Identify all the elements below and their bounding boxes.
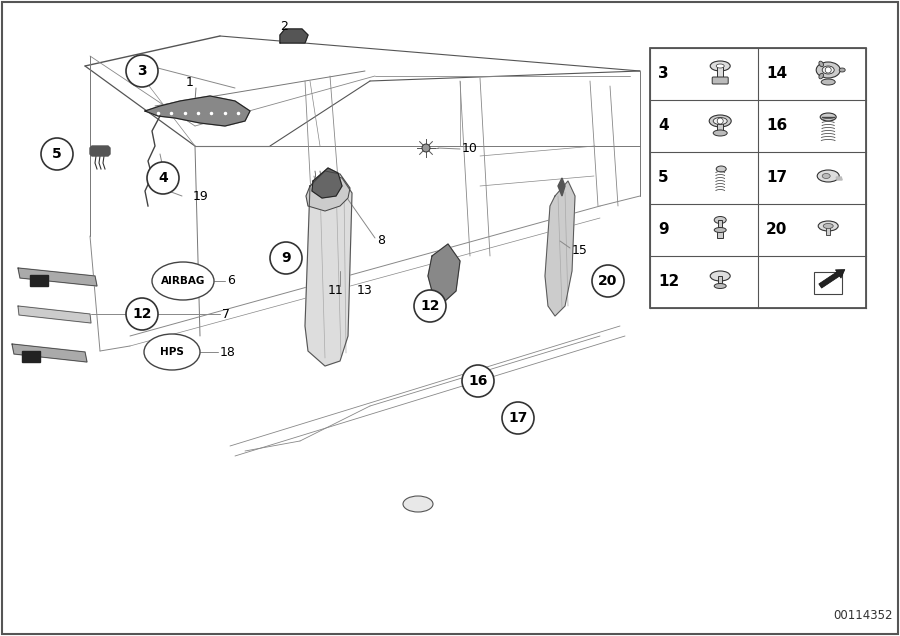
Ellipse shape [824,223,833,228]
Text: 11: 11 [328,284,344,296]
Ellipse shape [820,113,836,121]
Circle shape [41,138,73,170]
Bar [718,276,722,285]
Text: 17: 17 [766,170,788,186]
Text: 12: 12 [658,275,680,289]
Ellipse shape [715,284,726,289]
Polygon shape [305,174,352,366]
Circle shape [414,290,446,322]
Bar [826,226,830,235]
Text: 3: 3 [658,67,669,81]
Ellipse shape [823,66,834,74]
Ellipse shape [819,73,824,79]
Circle shape [462,365,494,397]
Circle shape [126,55,158,87]
Text: 5: 5 [658,170,669,186]
FancyArrow shape [819,270,845,288]
Polygon shape [90,146,110,156]
Text: 3: 3 [137,64,147,78]
Text: 16: 16 [468,374,488,388]
Ellipse shape [710,61,730,71]
Ellipse shape [713,130,727,136]
Polygon shape [428,244,460,301]
Text: 12: 12 [420,299,440,313]
Circle shape [422,144,430,152]
Bar [717,230,724,238]
Text: 5: 5 [52,147,62,161]
Ellipse shape [713,118,727,125]
Text: 4: 4 [158,171,168,185]
Polygon shape [145,96,250,126]
Bar [717,121,724,132]
Text: 6: 6 [227,275,235,287]
Text: 16: 16 [766,118,788,134]
FancyBboxPatch shape [712,77,728,84]
Text: 14: 14 [766,67,788,81]
Text: 9: 9 [658,223,669,237]
Polygon shape [836,177,842,180]
Text: 19: 19 [193,190,209,202]
Ellipse shape [709,115,731,127]
Text: 00114352: 00114352 [833,609,893,622]
Ellipse shape [144,334,200,370]
Polygon shape [545,181,575,316]
Ellipse shape [816,62,841,78]
Ellipse shape [819,61,824,67]
Circle shape [147,162,179,194]
Text: 17: 17 [508,411,527,425]
Ellipse shape [817,170,839,182]
Polygon shape [312,168,342,198]
Ellipse shape [715,216,726,223]
Circle shape [592,265,624,297]
Text: 20: 20 [598,274,617,288]
Ellipse shape [716,166,726,172]
Polygon shape [30,275,48,286]
Ellipse shape [715,228,726,233]
Polygon shape [306,171,350,211]
Text: 12: 12 [132,307,152,321]
Circle shape [717,118,724,124]
Text: HPS: HPS [160,347,184,357]
Polygon shape [558,178,565,196]
Bar [717,66,724,79]
Ellipse shape [403,496,433,512]
Text: 7: 7 [222,307,230,321]
Bar [718,220,722,229]
Ellipse shape [710,271,730,281]
Text: 13: 13 [357,284,373,296]
Circle shape [270,242,302,274]
Text: 15: 15 [572,244,588,258]
Ellipse shape [839,68,845,72]
Ellipse shape [823,174,830,179]
Text: 1: 1 [186,76,194,90]
Circle shape [825,67,832,73]
Polygon shape [22,351,40,362]
Ellipse shape [818,221,838,231]
Circle shape [502,402,534,434]
Polygon shape [12,344,87,362]
Text: AIRBAG: AIRBAG [161,276,205,286]
Text: 4: 4 [658,118,669,134]
Text: 10: 10 [462,142,478,155]
Bar [814,272,842,294]
Text: 20: 20 [766,223,788,237]
Ellipse shape [821,79,835,85]
Text: 9: 9 [281,251,291,265]
Ellipse shape [716,64,725,68]
Polygon shape [18,306,91,323]
Circle shape [126,298,158,330]
Polygon shape [280,29,308,43]
Text: 2: 2 [280,20,288,32]
Text: 18: 18 [220,345,236,359]
Ellipse shape [152,262,214,300]
Text: 8: 8 [377,233,385,247]
Bar [650,48,866,308]
Polygon shape [18,268,97,286]
